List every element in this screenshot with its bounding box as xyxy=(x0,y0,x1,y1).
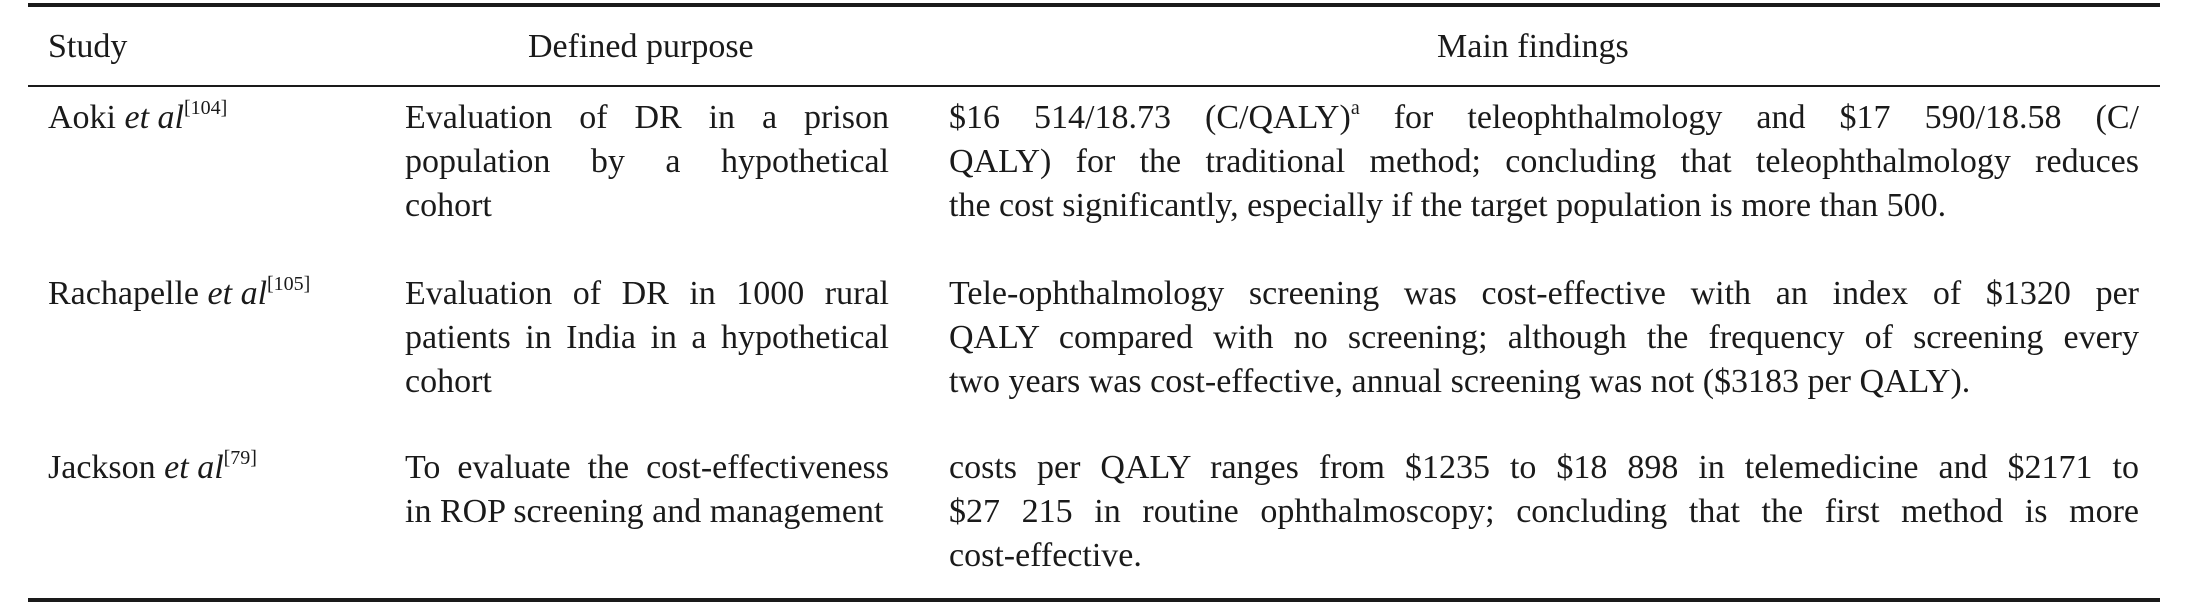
row-2-findings: Tele-ophthalmology screening was cost-ef… xyxy=(949,272,2139,404)
row-1-findings-line1-post: for teleophthalmology and $17 590/18.58 … xyxy=(1359,99,2139,136)
row-1-study: Aoki et al[104] xyxy=(48,96,227,140)
table-bottom-rule xyxy=(28,598,2160,602)
row-2-purpose-line: patients in India in a hypothetical xyxy=(405,319,889,356)
row-1-findings-line1-pre: $16 514/18.73 (C/QALY) xyxy=(949,99,1351,136)
row-3-study: Jackson et al[79] xyxy=(48,446,257,490)
row-2-purpose-line: cohort xyxy=(405,363,492,400)
row-3-findings-line: costs per QALY ranges from $1235 to $18 … xyxy=(949,449,2139,486)
header-study: Study xyxy=(48,28,128,65)
row-2-findings-line: two years was cost-effective, annual scr… xyxy=(949,363,1971,400)
row-3-purpose-line: in ROP screening and management xyxy=(405,493,884,530)
row-1-purpose-line: population by a hypothetical xyxy=(405,143,889,180)
row-1-findings-line: the cost significantly, especially if th… xyxy=(949,187,1947,224)
row-1-purpose-line: Evaluation of DR in a prison xyxy=(405,99,889,136)
row-1-study-reference: [104] xyxy=(183,97,228,119)
row-2-purpose: Evaluation of DR in 1000 rural patients … xyxy=(405,272,889,404)
row-1-study-etal: et al xyxy=(124,99,184,136)
row-1-findings-line: $16 514/18.73 (C/QALY)a for teleophthalm… xyxy=(949,96,2139,140)
row-3-purpose-line: To evaluate the cost-effectiveness xyxy=(405,449,889,486)
row-1-findings-footnote-mark: a xyxy=(1350,97,1360,119)
row-2-findings-line: Tele-ophthalmology screening was cost-ef… xyxy=(949,275,2139,312)
row-2-findings-line: QALY compared with no screening; althoug… xyxy=(949,319,2139,356)
row-2-study-author: Rachapelle xyxy=(48,275,208,312)
row-3-study-etal: et al xyxy=(164,449,224,486)
row-1-findings: $16 514/18.73 (C/QALY)a for teleophthalm… xyxy=(949,96,2139,228)
row-3-findings: costs per QALY ranges from $1235 to $18 … xyxy=(949,446,2139,578)
row-3-study-author: Jackson xyxy=(48,449,165,486)
header-defined-purpose: Defined purpose xyxy=(528,28,754,65)
row-3-study-reference: [79] xyxy=(223,447,257,469)
row-3-findings-line: cost-effective. xyxy=(949,537,1142,574)
row-2-study-reference: [105] xyxy=(267,273,311,295)
row-1-study-author: Aoki xyxy=(48,99,125,136)
row-1-findings-line: QALY) for the traditional method; conclu… xyxy=(949,143,2139,180)
table-top-rule xyxy=(28,3,2160,7)
row-2-purpose-line: Evaluation of DR in 1000 rural xyxy=(405,275,889,312)
header-main-findings: Main findings xyxy=(1437,28,1629,65)
row-1-purpose-line: cohort xyxy=(405,187,492,224)
row-3-purpose: To evaluate the cost-effectiveness in RO… xyxy=(405,446,889,534)
table-header-rule xyxy=(28,85,2160,87)
row-1-purpose: Evaluation of DR in a prison population … xyxy=(405,96,889,228)
row-3-findings-line: $27 215 in routine ophthalmoscopy; concl… xyxy=(949,493,2139,530)
row-2-study: Rachapelle et al[105] xyxy=(48,272,310,316)
row-2-study-etal: et al xyxy=(207,275,268,312)
